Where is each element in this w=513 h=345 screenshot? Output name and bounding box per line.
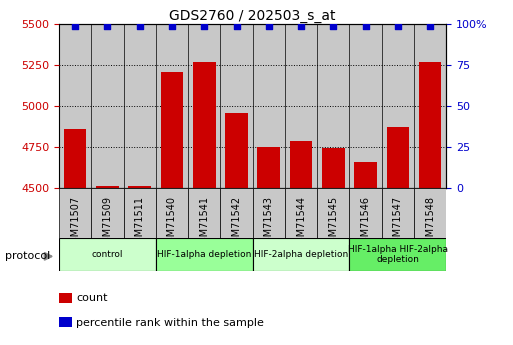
Bar [59, 238, 156, 271]
Bar [414, 24, 446, 188]
Text: GSM71541: GSM71541 [199, 196, 209, 248]
Text: HIF-1alpha depletion: HIF-1alpha depletion [157, 250, 251, 259]
Bar [161, 72, 183, 188]
Bar [156, 24, 188, 188]
Bar [124, 188, 156, 238]
Text: HIF-1alpha HIF-2alpha
depletion: HIF-1alpha HIF-2alpha depletion [348, 245, 448, 264]
Point [362, 23, 370, 29]
Point [329, 23, 338, 29]
Bar [252, 238, 349, 271]
Bar [382, 24, 414, 188]
Point [232, 23, 241, 29]
Bar [322, 148, 345, 188]
Bar [188, 188, 221, 238]
Text: percentile rank within the sample: percentile rank within the sample [76, 318, 264, 327]
Text: HIF-2alpha depletion: HIF-2alpha depletion [254, 250, 348, 259]
Bar [258, 147, 280, 188]
Bar [252, 24, 285, 188]
Title: GDS2760 / 202503_s_at: GDS2760 / 202503_s_at [169, 9, 336, 23]
Bar [59, 188, 91, 238]
Text: GSM71511: GSM71511 [135, 196, 145, 248]
Point [71, 23, 79, 29]
Text: GSM71548: GSM71548 [425, 196, 435, 248]
Bar [252, 188, 285, 238]
Text: GSM71542: GSM71542 [231, 196, 242, 249]
Point [103, 23, 111, 29]
Bar [91, 188, 124, 238]
Bar [225, 112, 248, 188]
Text: GSM71540: GSM71540 [167, 196, 177, 248]
Bar [156, 238, 252, 271]
Bar [382, 188, 414, 238]
Text: GSM71509: GSM71509 [103, 196, 112, 248]
Text: GSM71546: GSM71546 [361, 196, 370, 248]
Text: protocol: protocol [5, 252, 50, 261]
Text: count: count [76, 294, 107, 303]
Bar [128, 186, 151, 188]
Bar [96, 186, 119, 188]
Text: control: control [92, 250, 123, 259]
Text: GSM71507: GSM71507 [70, 196, 80, 249]
Bar [317, 24, 349, 188]
Text: GSM71547: GSM71547 [393, 196, 403, 249]
Point [135, 23, 144, 29]
Bar [193, 62, 215, 188]
Bar [387, 127, 409, 188]
Bar [188, 24, 221, 188]
Bar [290, 140, 312, 188]
Bar [156, 188, 188, 238]
Point [168, 23, 176, 29]
Text: GSM71544: GSM71544 [296, 196, 306, 248]
Point [426, 23, 435, 29]
Bar [349, 24, 382, 188]
Bar [317, 188, 349, 238]
Bar [349, 188, 382, 238]
Bar [285, 188, 317, 238]
Point [200, 23, 208, 29]
Point [265, 23, 273, 29]
Bar [124, 24, 156, 188]
Bar [64, 129, 86, 188]
Bar [285, 24, 317, 188]
Bar [419, 62, 442, 188]
Bar [221, 24, 252, 188]
Bar [91, 24, 124, 188]
Text: GSM71545: GSM71545 [328, 196, 339, 249]
Bar [414, 188, 446, 238]
Point [297, 23, 305, 29]
Bar [221, 188, 252, 238]
Point [394, 23, 402, 29]
Bar [59, 24, 91, 188]
Text: GSM71543: GSM71543 [264, 196, 274, 248]
Bar [354, 162, 377, 188]
Bar [349, 238, 446, 271]
